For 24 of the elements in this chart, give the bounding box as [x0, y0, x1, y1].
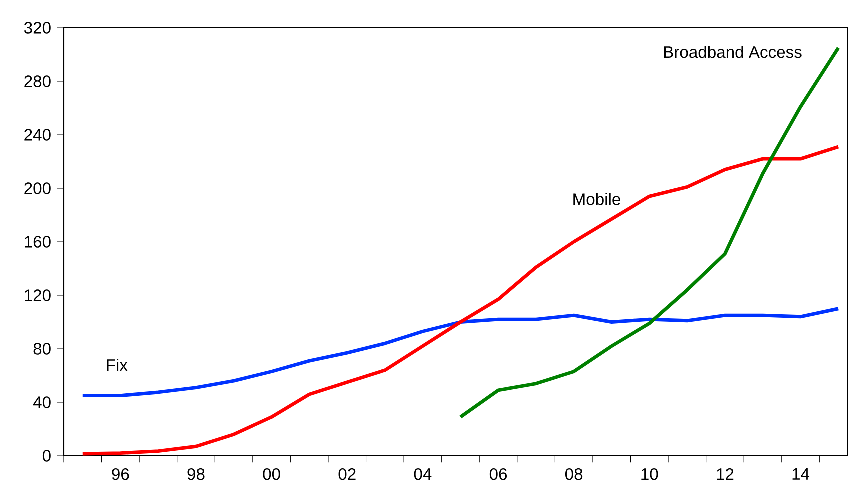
y-tick-label: 280: [24, 76, 51, 88]
x-tick-label: 04: [414, 468, 432, 480]
y-tick-label: 80: [34, 343, 51, 355]
y-tick-label: 0: [42, 450, 51, 462]
x-tick-label: 14: [792, 468, 810, 480]
x-tick-label: 08: [565, 468, 583, 480]
y-tick-label: 240: [24, 129, 51, 141]
x-tick-label: 06: [490, 468, 508, 480]
series-label: Broadband Access: [664, 46, 802, 58]
x-tick-label: 10: [642, 468, 658, 480]
y-tick-label: 320: [24, 22, 51, 34]
x-tick-label: 02: [338, 468, 356, 480]
series-label: Mobile: [574, 193, 620, 206]
x-tick-label: 98: [188, 468, 205, 480]
y-tick-label: 200: [24, 182, 51, 194]
x-tick-label: 96: [112, 468, 130, 480]
y-tick-label: 40: [33, 396, 51, 408]
x-tick-label: 00: [263, 468, 280, 480]
line-series: [81, 307, 840, 398]
series-label: Fix: [107, 359, 128, 372]
y-tick-label: 160: [25, 236, 51, 248]
y-tick-label: 120: [25, 290, 51, 302]
line-series: [458, 46, 840, 419]
x-tick-label: 12: [717, 468, 734, 480]
